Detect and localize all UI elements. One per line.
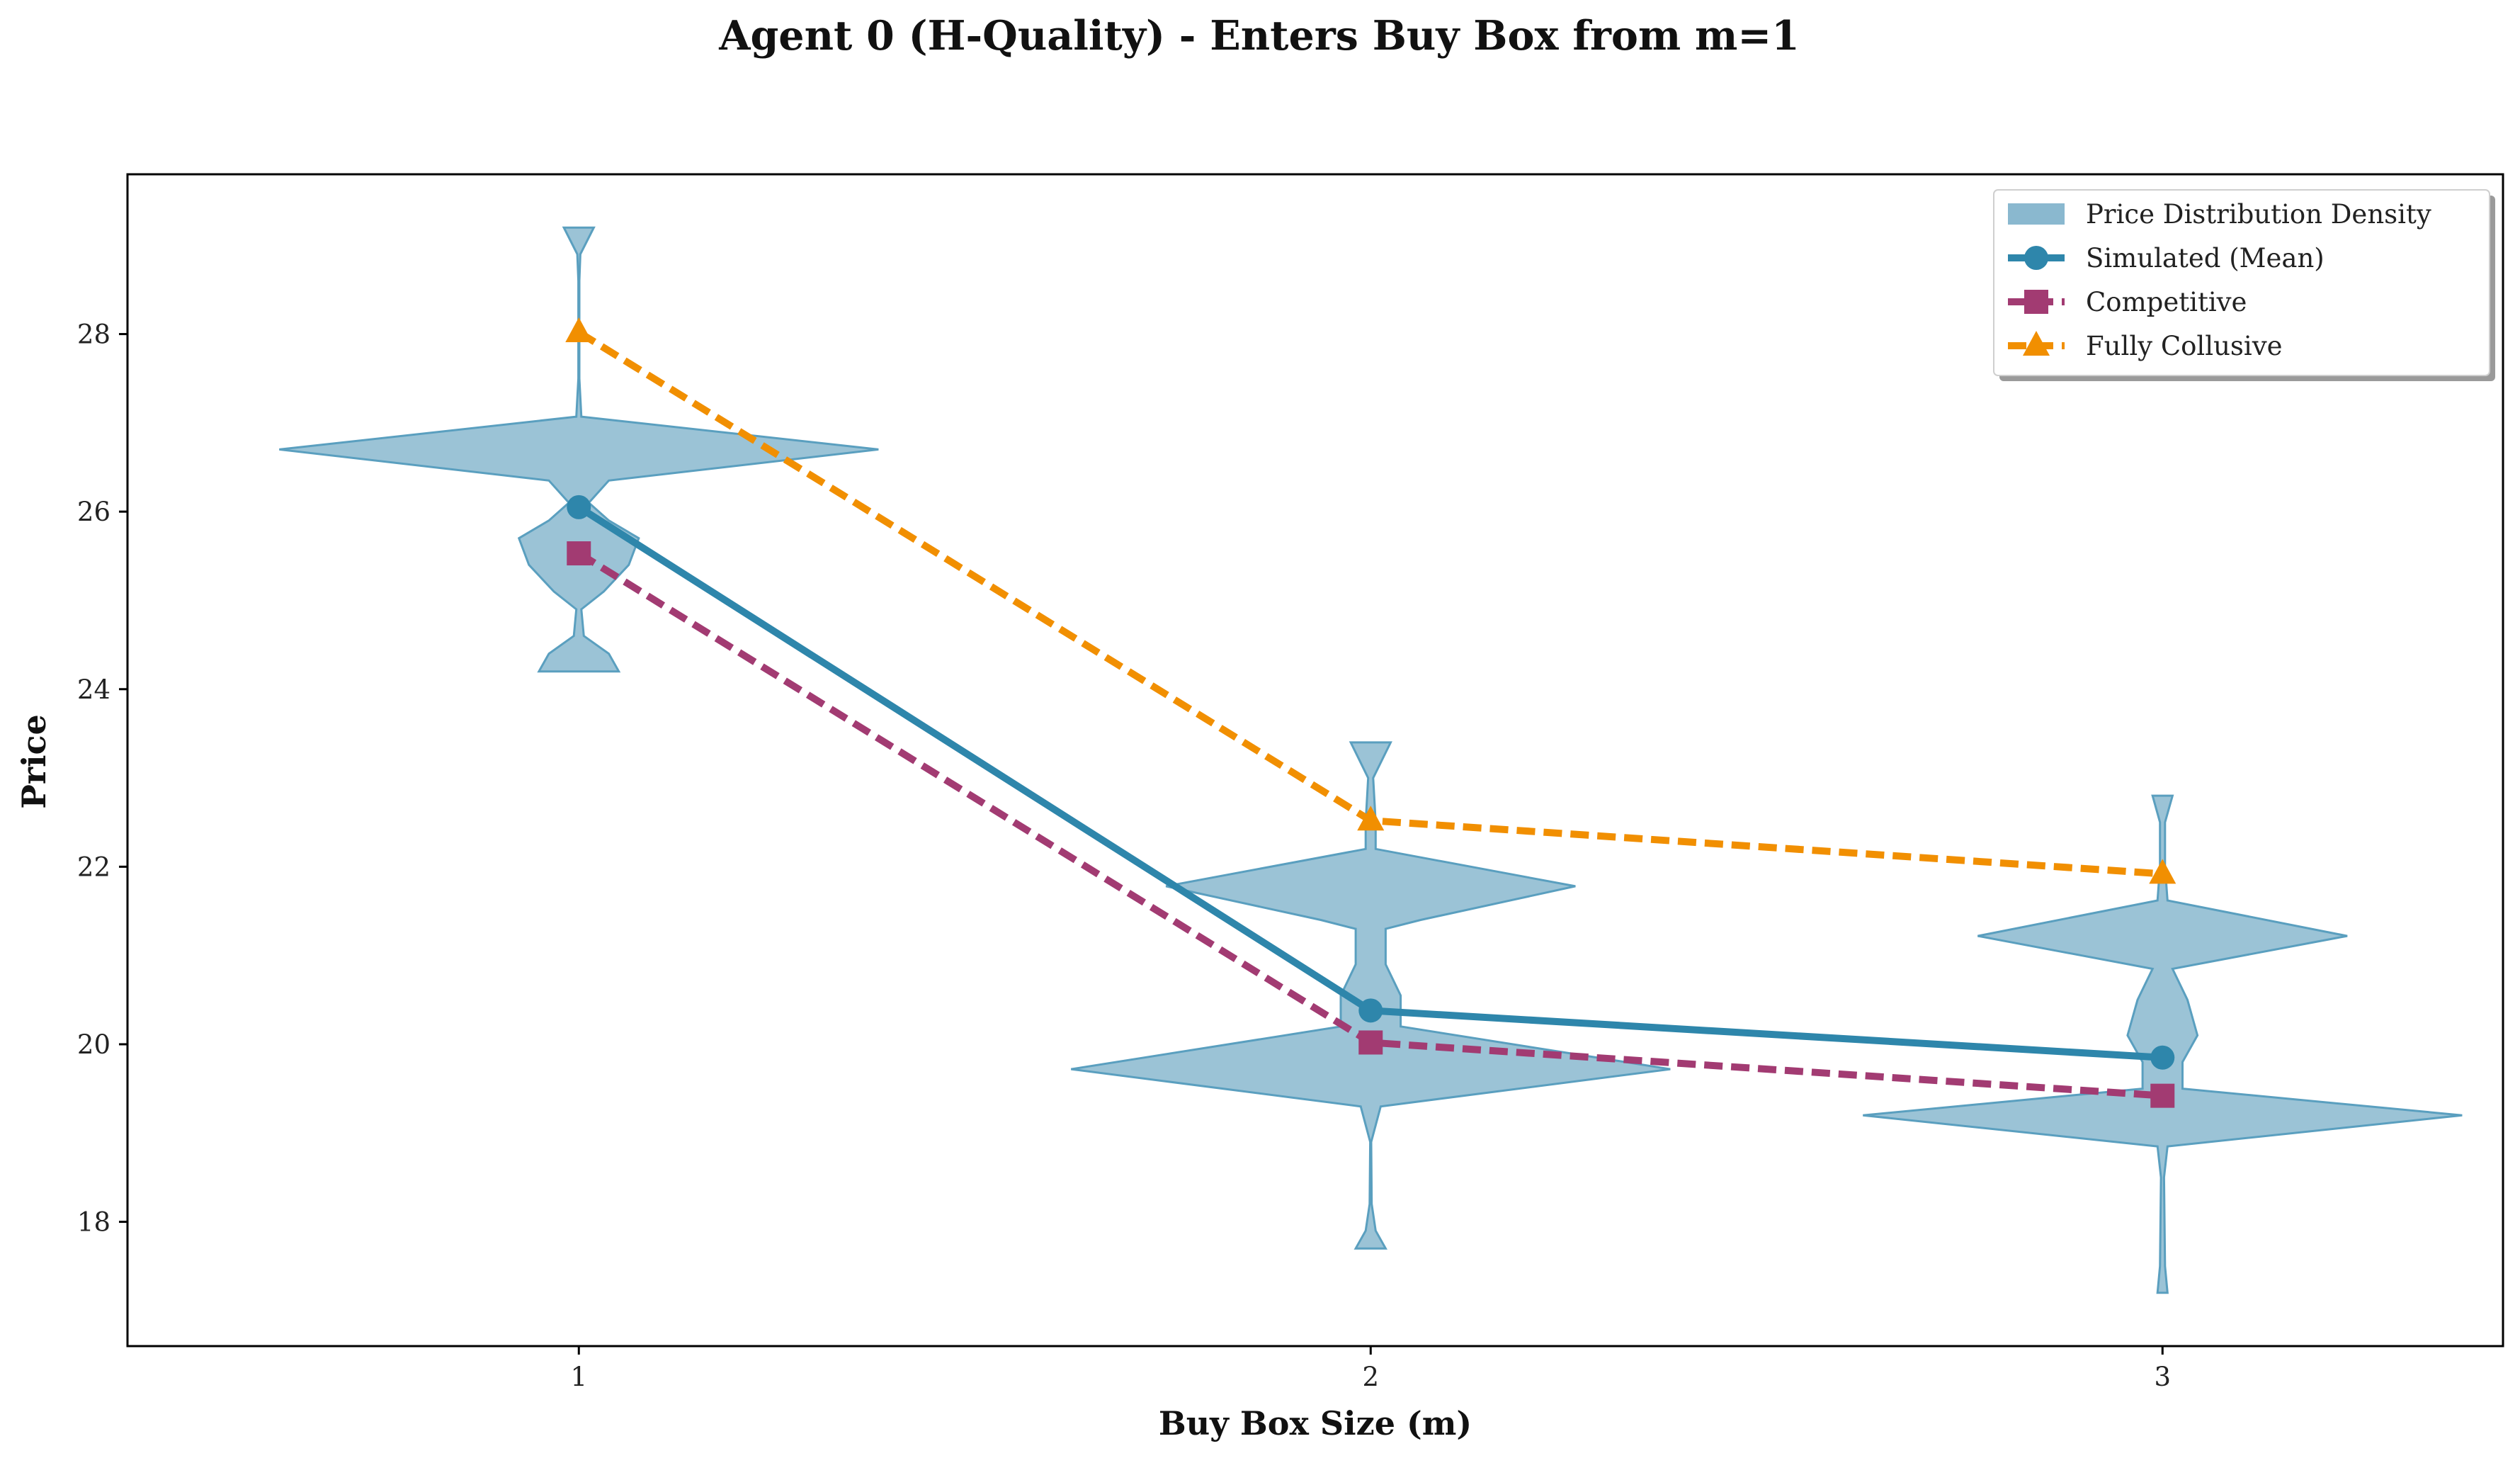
series-point-square-2 xyxy=(1358,1030,1383,1055)
y-axis: 18 20 22 24 26 28 xyxy=(77,320,127,1238)
series-point-circle-1 xyxy=(567,495,591,519)
y-tick-label: 28 xyxy=(77,320,110,350)
y-tick-label: 18 xyxy=(77,1207,110,1238)
series-point-circle-3 xyxy=(2150,1045,2175,1070)
legend-box xyxy=(1993,189,2490,376)
violin-body-m3 xyxy=(1863,794,2463,1294)
x-axis-label: Buy Box Size (m) xyxy=(1159,1404,1472,1442)
x-tick-label: 2 xyxy=(1362,1362,1379,1392)
x-axis: 1 2 3 xyxy=(570,1346,2171,1392)
legend-entry-label: Competitive xyxy=(2086,287,2247,317)
y-axis-label: Price xyxy=(15,714,53,809)
legend-swatch-violin xyxy=(2008,203,2065,225)
violin-body-m1 xyxy=(279,226,879,673)
plot-frame xyxy=(126,173,2504,1348)
series-point-square-1 xyxy=(567,541,591,566)
x-tick-label: 3 xyxy=(2154,1362,2171,1392)
legend-swatch-marker xyxy=(2023,331,2050,356)
series-point-triangle-1 xyxy=(565,317,593,343)
legend: Price Distribution Density Simulated (Mea… xyxy=(1993,189,2495,381)
y-tick-label: 22 xyxy=(77,852,110,882)
x-tick-label: 1 xyxy=(570,1362,587,1392)
series-layer xyxy=(565,317,2176,1108)
y-tick-label: 20 xyxy=(77,1029,110,1060)
legend-entry-label: Price Distribution Density xyxy=(2086,199,2431,230)
legend-entry-label: Fully Collusive xyxy=(2086,331,2283,361)
legend-entry-label: Simulated (Mean) xyxy=(2086,243,2325,273)
legend-swatch-marker xyxy=(2024,246,2048,270)
series-point-triangle-3 xyxy=(2149,859,2176,884)
series-point-triangle-2 xyxy=(1357,806,1385,831)
y-tick-label: 26 xyxy=(77,497,110,527)
series-point-circle-2 xyxy=(1358,998,1383,1023)
chart-title: Agent 0 (H-Quality) - Enters Buy Box fro… xyxy=(718,12,1800,60)
legend-swatch-marker xyxy=(2024,290,2048,314)
violin-layer xyxy=(279,226,2463,1294)
y-tick-label: 24 xyxy=(77,674,110,705)
series-point-square-3 xyxy=(2150,1083,2175,1108)
